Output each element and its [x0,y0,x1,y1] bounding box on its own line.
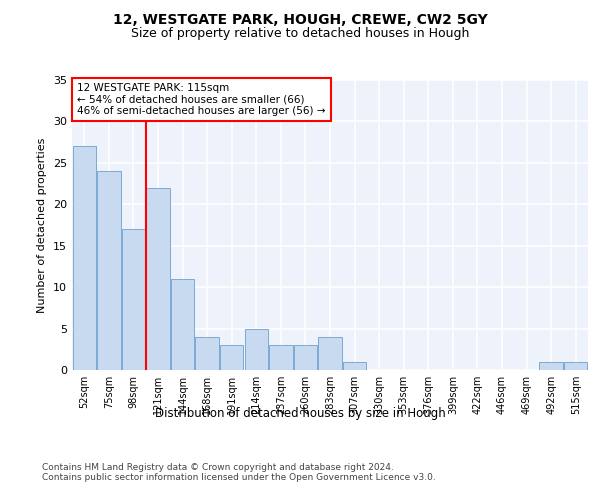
Bar [146,188,170,370]
Bar [220,345,244,370]
Bar [319,337,341,370]
Bar [97,171,121,370]
Text: 12, WESTGATE PARK, HOUGH, CREWE, CW2 5GY: 12, WESTGATE PARK, HOUGH, CREWE, CW2 5GY [113,12,487,26]
Text: Size of property relative to detached houses in Hough: Size of property relative to detached ho… [131,28,469,40]
Bar [294,345,317,370]
Bar [539,362,563,370]
Bar [343,362,366,370]
Bar [196,337,219,370]
Bar [269,345,293,370]
Bar [564,362,587,370]
Bar [171,279,194,370]
Bar [122,229,145,370]
Bar [245,328,268,370]
Text: 12 WESTGATE PARK: 115sqm
← 54% of detached houses are smaller (66)
46% of semi-d: 12 WESTGATE PARK: 115sqm ← 54% of detach… [77,83,326,116]
Text: Contains HM Land Registry data © Crown copyright and database right 2024.
Contai: Contains HM Land Registry data © Crown c… [42,462,436,482]
Y-axis label: Number of detached properties: Number of detached properties [37,138,47,312]
Bar [73,146,96,370]
Text: Distribution of detached houses by size in Hough: Distribution of detached houses by size … [155,408,445,420]
